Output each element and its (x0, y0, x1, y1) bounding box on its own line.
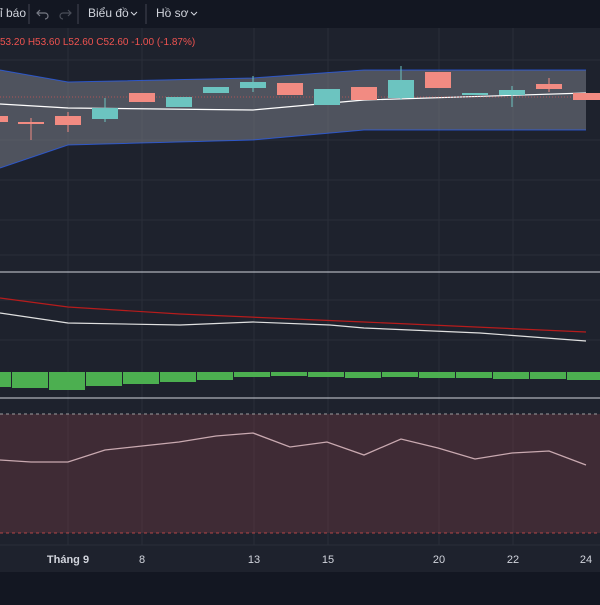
time-axis (0, 545, 600, 572)
chevron (130, 11, 138, 16)
chart-menu[interactable]: Biểu đồ (88, 6, 129, 20)
histogram (0, 372, 600, 390)
redo-button[interactable] (59, 9, 72, 20)
undo-button[interactable] (36, 9, 49, 20)
high-value: H53.60 (28, 37, 61, 48)
rsi-band (0, 414, 600, 533)
close-value: C52.60 (96, 37, 129, 48)
band-middle (0, 92, 587, 111)
time-label: 22 (507, 554, 519, 566)
change-percent: (-1.87%) (157, 37, 195, 48)
change-value: -1.00 (131, 37, 154, 48)
macd-line (0, 312, 587, 342)
low-value: L52.60 (63, 37, 94, 48)
legend: 53.20 H53.60 L52.60 C52.60 -1.00 (-1.87%… (0, 37, 195, 48)
time-label: 15 (322, 554, 334, 566)
open-value: 53.20 (0, 37, 25, 48)
indicators-button[interactable]: ỉ báo (0, 6, 26, 20)
time-label: Tháng 9 (47, 554, 89, 566)
bottom-bar (0, 572, 600, 600)
time-label: 20 (433, 554, 445, 566)
rsi-line (0, 432, 587, 466)
time-label: 8 (139, 554, 145, 566)
time-labels: Tháng 9 8 13 15 20 22 24 (47, 554, 592, 566)
signal-line (0, 297, 587, 333)
band-lower (0, 129, 586, 169)
time-label: 13 (248, 554, 260, 566)
candles (0, 66, 600, 140)
profile-menu[interactable]: Hồ sơ (156, 6, 189, 20)
toolbar (0, 0, 600, 28)
time-label: 24 (580, 554, 592, 566)
chevron (190, 11, 198, 16)
